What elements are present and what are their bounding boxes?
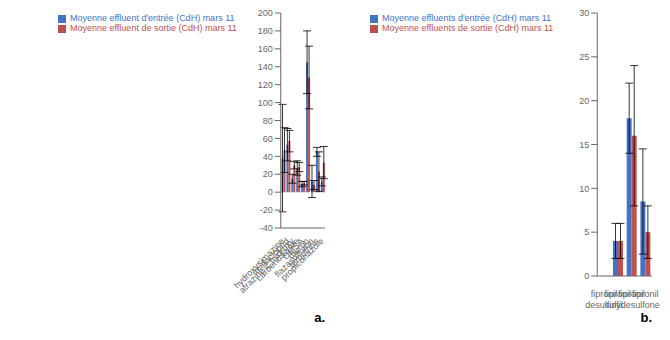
- svg-text:-40: -40: [260, 223, 273, 233]
- svg-text:120: 120: [258, 80, 273, 90]
- svg-text:180: 180: [258, 26, 273, 36]
- html-text:Moyenne effluent d'entrée (CdH: Moyenne effluent d'entrée (CdH) mars 11: [70, 13, 235, 23]
- html-text:Moyenne effluents d'entrée (Cd: Moyenne effluents d'entrée (CdH) mars 11: [382, 13, 551, 23]
- svg-text:5: 5: [584, 227, 589, 237]
- svg-text:40: 40: [263, 152, 273, 162]
- svg-text:100: 100: [258, 98, 273, 108]
- svg-text:15: 15: [579, 140, 589, 150]
- html-text:Moyenne effluents de sortie (C: Moyenne effluents de sortie (CdH) mars 1…: [382, 23, 554, 33]
- svg-text:carbendazime: carbendazime: [254, 236, 302, 284]
- svg-text:140: 140: [258, 62, 273, 72]
- html-text:a.: a.: [314, 310, 325, 325]
- html-text:Moyenne effluent de sortie (Cd: Moyenne effluent de sortie (CdH) mars 11: [70, 23, 237, 33]
- svg-text:160: 160: [258, 44, 273, 54]
- svg-text:fipronilsulfone: fipronilsulfone: [631, 289, 660, 310]
- html-text:fipronil: fipronil: [590, 289, 618, 299]
- svg-text:20: 20: [263, 169, 273, 179]
- svg-text:atrazine 2 hydroxy: atrazine 2 hydroxy: [237, 236, 297, 296]
- svg-text:0: 0: [268, 187, 273, 197]
- svg-text:-20: -20: [260, 205, 273, 215]
- svg-text:30: 30: [579, 8, 589, 18]
- svg-text:80: 80: [263, 116, 273, 126]
- svg-text:20: 20: [579, 96, 589, 106]
- svg-text:0: 0: [584, 271, 589, 281]
- svg-text:10: 10: [579, 184, 589, 194]
- svg-text:25: 25: [579, 52, 589, 62]
- svg-text:60: 60: [263, 134, 273, 144]
- html-text:desulfinyl: desulfinyl: [585, 300, 623, 310]
- html-text:sulfide: sulfide: [604, 300, 631, 310]
- html-text:b.: b.: [640, 310, 652, 325]
- svg-text:propiconazole: propiconazole: [279, 236, 326, 283]
- svg-text:200: 200: [258, 8, 273, 18]
